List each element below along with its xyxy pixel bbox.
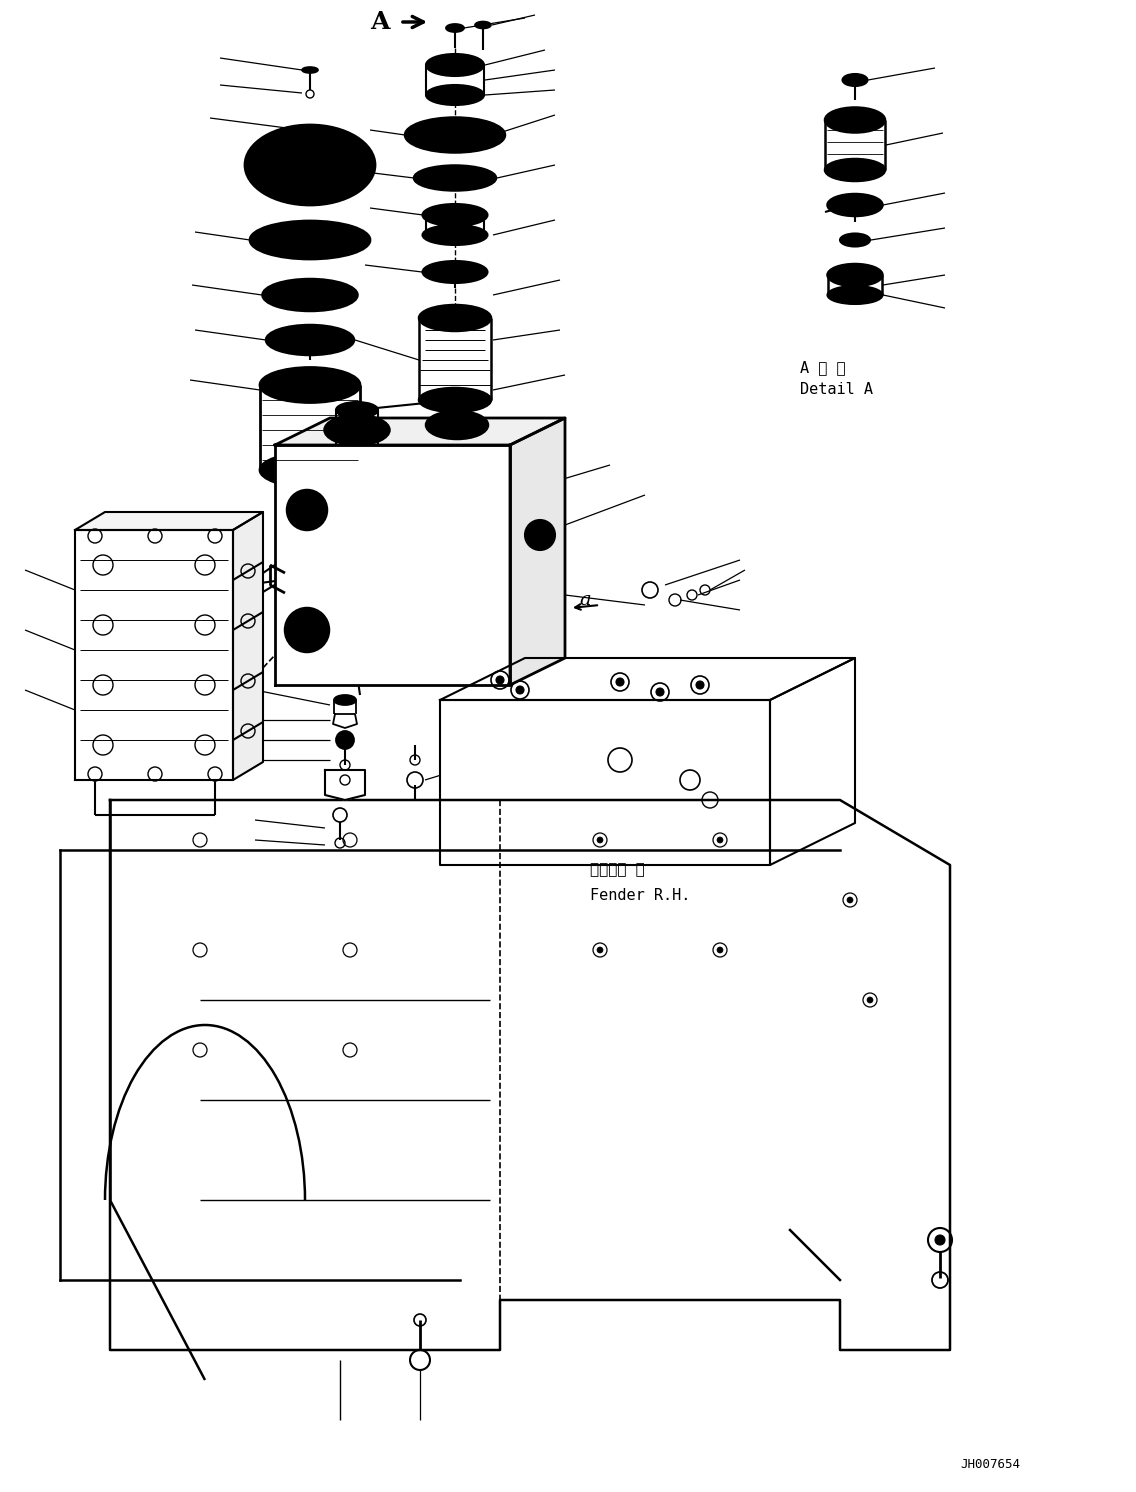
Polygon shape <box>233 512 264 780</box>
Ellipse shape <box>426 410 488 439</box>
Ellipse shape <box>266 325 354 355</box>
Polygon shape <box>510 418 565 685</box>
Circle shape <box>449 266 461 278</box>
Ellipse shape <box>336 401 378 418</box>
Ellipse shape <box>260 454 360 486</box>
Ellipse shape <box>414 166 496 191</box>
Circle shape <box>598 947 603 953</box>
Text: フェンダ 右: フェンダ 右 <box>590 862 645 877</box>
Ellipse shape <box>325 415 390 445</box>
Ellipse shape <box>827 264 883 286</box>
Ellipse shape <box>423 225 487 245</box>
Circle shape <box>696 680 704 689</box>
Ellipse shape <box>443 125 468 134</box>
Circle shape <box>867 997 872 1003</box>
Ellipse shape <box>827 286 883 304</box>
Ellipse shape <box>843 75 868 87</box>
Circle shape <box>655 688 665 695</box>
Polygon shape <box>75 512 264 530</box>
Ellipse shape <box>262 279 358 310</box>
Ellipse shape <box>419 304 491 331</box>
Ellipse shape <box>446 24 463 31</box>
Circle shape <box>525 521 556 551</box>
Ellipse shape <box>825 160 885 181</box>
Text: a: a <box>359 656 370 674</box>
Circle shape <box>496 676 504 683</box>
Ellipse shape <box>426 54 484 76</box>
Ellipse shape <box>475 21 491 28</box>
Ellipse shape <box>840 234 870 246</box>
Text: JH007654: JH007654 <box>960 1459 1020 1471</box>
Text: Detail A: Detail A <box>800 382 872 397</box>
Circle shape <box>336 731 354 749</box>
Ellipse shape <box>423 204 487 225</box>
Polygon shape <box>325 770 365 800</box>
Polygon shape <box>770 658 855 865</box>
Circle shape <box>307 337 314 343</box>
Ellipse shape <box>245 125 375 204</box>
Circle shape <box>516 686 524 694</box>
Polygon shape <box>440 658 855 700</box>
Text: a: a <box>579 591 591 609</box>
Circle shape <box>847 897 853 903</box>
Text: A: A <box>370 10 390 34</box>
Polygon shape <box>275 418 565 445</box>
Ellipse shape <box>250 221 370 260</box>
Text: A 詳 細: A 詳 細 <box>800 361 845 376</box>
Ellipse shape <box>406 118 506 152</box>
Ellipse shape <box>260 367 360 403</box>
Circle shape <box>717 837 722 843</box>
Circle shape <box>598 837 603 843</box>
Ellipse shape <box>426 85 484 104</box>
Text: Fender R.H.: Fender R.H. <box>590 888 691 903</box>
Ellipse shape <box>334 695 356 706</box>
Circle shape <box>935 1235 945 1244</box>
Ellipse shape <box>302 67 318 73</box>
Ellipse shape <box>825 107 885 133</box>
Polygon shape <box>333 715 357 728</box>
Ellipse shape <box>827 194 883 216</box>
Circle shape <box>717 947 722 953</box>
Text: 6: 6 <box>537 530 543 540</box>
Circle shape <box>285 609 329 652</box>
Polygon shape <box>275 445 510 685</box>
Polygon shape <box>75 530 233 780</box>
Ellipse shape <box>423 261 487 283</box>
Ellipse shape <box>419 388 491 412</box>
Polygon shape <box>440 700 770 865</box>
Circle shape <box>616 677 624 686</box>
Circle shape <box>287 489 327 530</box>
